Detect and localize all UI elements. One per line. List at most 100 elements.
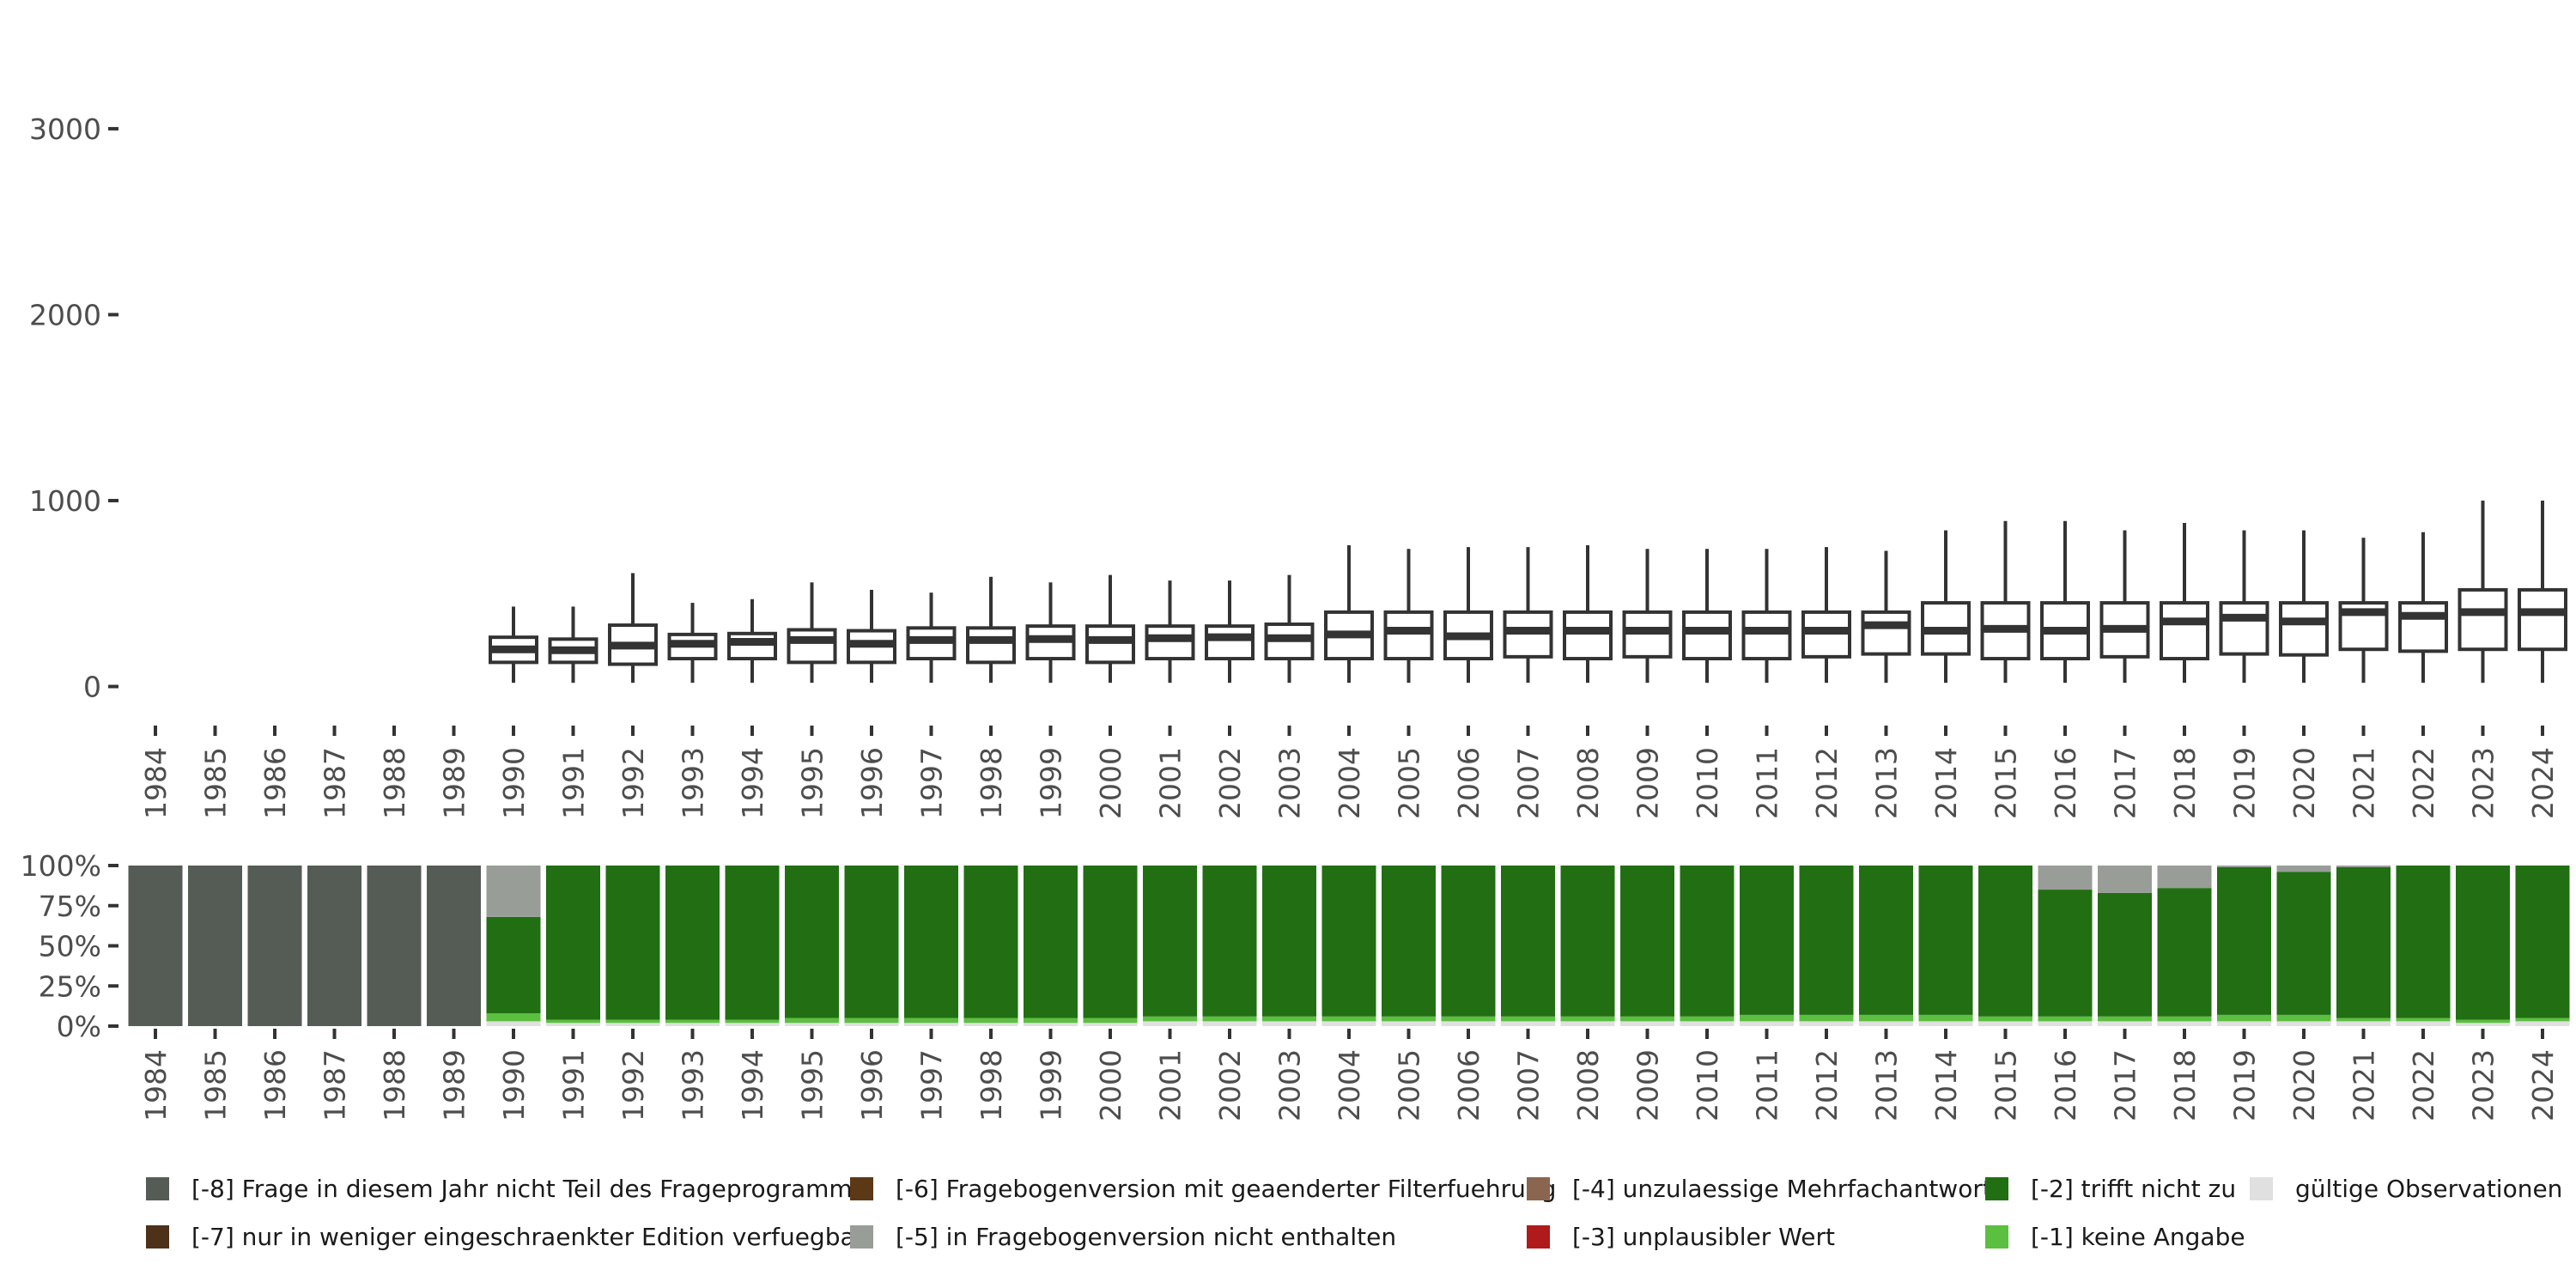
bar-segment (2098, 866, 2152, 893)
x-tick-label: 2017 (2109, 747, 2142, 819)
x-tick-label: 1999 (1035, 1049, 1068, 1121)
box-2007 (1503, 547, 1553, 683)
x-tick-label: 1988 (378, 1049, 411, 1121)
bar-segment (1382, 866, 1436, 1017)
bar-y-axis: 0% 25% 50% 75% 100% (21, 849, 118, 1043)
box-2019 (2219, 530, 2269, 683)
bar-segment (2515, 1021, 2570, 1026)
box-2002 (1205, 580, 1255, 683)
bar-segment (1918, 866, 1973, 1015)
x-tick-label: 2012 (1810, 747, 1844, 819)
bar-segment (1560, 866, 1615, 1017)
bar-segment (1321, 866, 1376, 1017)
box-iqr (1383, 610, 1434, 661)
box-2016 (2040, 520, 2090, 683)
x-tick-label: 2013 (1870, 747, 1904, 819)
bar-segment (2276, 866, 2331, 872)
bar-segment (1620, 1021, 1674, 1026)
box-iqr (1205, 624, 1255, 661)
x-tick-label: 1988 (378, 747, 411, 819)
x-tick-label: 2011 (1751, 1049, 1784, 1121)
box-2005 (1383, 549, 1434, 683)
x-tick-label: 2009 (1631, 747, 1665, 819)
bar-segment (2038, 1021, 2093, 1026)
x-tick-label: 2004 (1333, 747, 1366, 819)
y-tick-label: 75% (39, 890, 101, 923)
x-tick-label: 2018 (2168, 747, 2202, 819)
bar-segment (1620, 1016, 1674, 1022)
x-tick-label: 2009 (1631, 1049, 1665, 1121)
x-tick-label: 2016 (2049, 747, 2082, 819)
x-tick-label: 1986 (258, 1049, 292, 1121)
x-tick-label: 1995 (796, 1049, 829, 1121)
x-tick-label: 1996 (855, 1049, 889, 1121)
bar-segment (963, 1018, 1018, 1024)
x-tick-label: 2001 (1154, 747, 1188, 819)
x-tick-label: 1992 (617, 747, 650, 819)
bar-segment (2276, 1021, 2331, 1026)
x-tick-label: 2010 (1691, 1049, 1724, 1121)
x-tick-label: 2021 (2348, 1049, 2381, 1121)
boxplot-marks (489, 500, 2567, 683)
bar-segment (2276, 872, 2331, 1015)
x-tick-label: 2004 (1333, 1049, 1366, 1121)
bar-segment (1024, 1023, 1078, 1026)
x-tick-label: 2000 (1094, 747, 1127, 819)
legend-swatch (146, 1177, 169, 1200)
box-2013 (1861, 550, 1911, 683)
bar-segment (844, 1018, 899, 1024)
bar-segment (1501, 866, 1555, 1017)
bar-segment (2456, 1023, 2510, 1026)
bar-segment (785, 1023, 839, 1026)
bar-segment (247, 866, 302, 1026)
x-tick-label: 2010 (1691, 747, 1724, 819)
bar-segment (546, 1019, 600, 1024)
legend-label: [-7] nur in weniger eingeschraenkter Edi… (191, 1223, 866, 1251)
bar-segment (2396, 1018, 2451, 1022)
box-iqr (1145, 624, 1195, 661)
x-tick-label: 2007 (1512, 747, 1546, 819)
x-tick-label: 1990 (497, 1049, 531, 1121)
legend-swatch (2250, 1177, 2273, 1200)
x-tick-label: 2005 (1393, 1049, 1426, 1121)
bar-segment (785, 1018, 839, 1024)
bar-segment (904, 1018, 958, 1024)
box-2006 (1443, 547, 1493, 683)
bar-segment (2157, 866, 2212, 889)
x-tick-label: 1999 (1035, 747, 1068, 819)
box-iqr (2279, 601, 2329, 657)
bar-segment (1143, 1021, 1197, 1026)
x-tick-label: 2014 (1929, 1049, 1963, 1121)
box-iqr (2219, 601, 2269, 656)
box-1991 (548, 606, 598, 683)
stacked-bar-marks (128, 866, 2570, 1026)
box-iqr (2518, 587, 2567, 652)
x-tick-label: 1987 (319, 1049, 352, 1121)
x-tick-label: 2013 (1870, 1049, 1904, 1121)
bar-segment (427, 866, 481, 1026)
box-2011 (1741, 549, 1792, 683)
box-iqr (1861, 610, 1911, 656)
box-1994 (727, 598, 777, 683)
bar-segment (1859, 1021, 1913, 1026)
bar-segment (1740, 1014, 1794, 1022)
bar-segment (1501, 1021, 1555, 1026)
bar-segment (725, 866, 780, 1020)
bar-segment (725, 1019, 780, 1024)
x-tick-label: 2007 (1512, 1049, 1546, 1121)
bar-segment (1382, 1016, 1436, 1022)
x-tick-label: 2005 (1393, 747, 1426, 819)
box-2022 (2398, 532, 2448, 683)
bar-segment (1799, 1014, 1854, 1022)
box-iqr (787, 628, 837, 665)
box-1990 (489, 606, 538, 683)
box-iqr (1085, 624, 1135, 665)
box-1999 (1025, 582, 1076, 683)
bar-segment (1202, 866, 1257, 1017)
bar-segment (1859, 866, 1913, 1015)
box-1992 (608, 573, 658, 683)
box-2020 (2279, 530, 2329, 683)
bar-segment (1740, 1021, 1794, 1026)
x-tick-label: 2018 (2168, 1049, 2202, 1121)
box-iqr (1682, 610, 1732, 661)
